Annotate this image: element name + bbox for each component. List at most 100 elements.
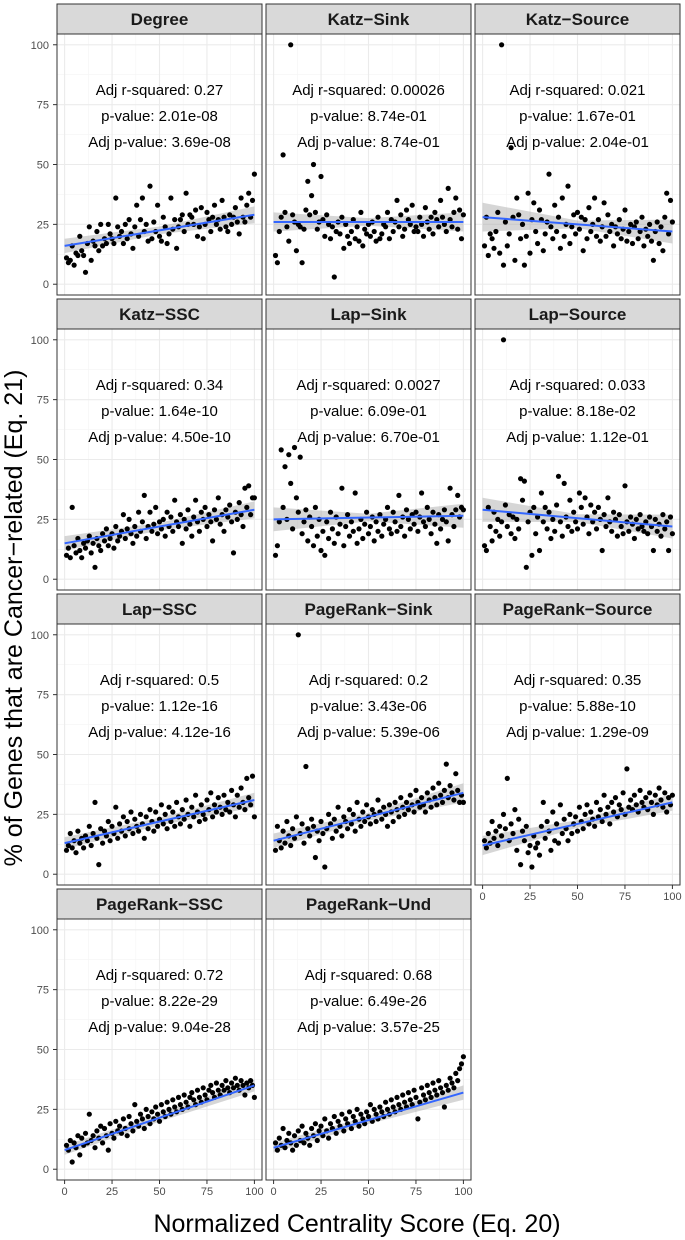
panel-pagerank-und: PageRank−Und Adj r-squared: 0.68 p-value: … bbox=[265, 888, 473, 1198]
data-point bbox=[650, 257, 657, 263]
data-point bbox=[409, 1102, 415, 1108]
data-point bbox=[667, 514, 674, 520]
data-point bbox=[111, 240, 117, 247]
data-point bbox=[88, 550, 94, 556]
data-point bbox=[234, 792, 240, 798]
data-point bbox=[439, 516, 446, 523]
data-point bbox=[379, 1109, 385, 1115]
data-point bbox=[485, 830, 491, 837]
data-point bbox=[149, 1109, 155, 1115]
data-point bbox=[457, 207, 463, 213]
data-point bbox=[508, 821, 514, 827]
y-tick-label: 25 bbox=[37, 1104, 49, 1116]
data-point bbox=[221, 214, 227, 220]
adj-r-squared-katz-source: Adj r-squared: 0.021 bbox=[510, 82, 646, 99]
panel-border-lap-sink bbox=[265, 328, 472, 591]
data-point bbox=[400, 233, 406, 239]
data-point bbox=[126, 516, 132, 523]
data-point bbox=[611, 509, 617, 515]
data-point bbox=[208, 519, 214, 525]
data-point bbox=[601, 511, 607, 518]
data-point bbox=[354, 1106, 360, 1112]
data-point bbox=[518, 862, 524, 868]
data-point bbox=[158, 1102, 164, 1108]
data-point bbox=[417, 804, 423, 810]
y-tick-label: 100 bbox=[31, 925, 49, 937]
data-point bbox=[232, 205, 238, 211]
data-point bbox=[322, 233, 328, 239]
data-point bbox=[628, 797, 634, 803]
data-point bbox=[447, 217, 453, 223]
data-point bbox=[204, 523, 210, 530]
data-point bbox=[122, 833, 128, 839]
data-point bbox=[521, 838, 528, 844]
data-point bbox=[403, 207, 410, 213]
data-point bbox=[377, 236, 383, 242]
data-point bbox=[343, 1116, 349, 1122]
data-point bbox=[538, 490, 545, 496]
fit-line-lap-sink bbox=[273, 514, 464, 521]
data-point bbox=[540, 248, 546, 254]
data-point bbox=[282, 840, 288, 846]
data-point bbox=[662, 790, 668, 796]
data-point bbox=[609, 221, 615, 227]
data-point bbox=[458, 1061, 465, 1067]
y-tick-label: 50 bbox=[37, 750, 49, 762]
data-point bbox=[584, 236, 590, 242]
data-point bbox=[151, 521, 157, 527]
strip-label-pagerank-und: PageRank−Und bbox=[306, 895, 431, 914]
data-point bbox=[487, 523, 493, 530]
data-point bbox=[211, 202, 218, 208]
data-point bbox=[238, 1078, 244, 1084]
fit-line-pagerank-source bbox=[482, 801, 673, 847]
data-point bbox=[554, 821, 560, 827]
data-point bbox=[592, 195, 598, 201]
data-point bbox=[183, 1099, 189, 1105]
x-tick-label: 75 bbox=[619, 891, 631, 903]
strip-label-degree: Degree bbox=[131, 10, 189, 29]
y-tick-label: 75 bbox=[37, 395, 49, 407]
data-point bbox=[386, 802, 392, 808]
data-point bbox=[352, 236, 358, 242]
data-point bbox=[143, 814, 149, 820]
data-point bbox=[402, 533, 408, 539]
data-point bbox=[516, 526, 522, 532]
data-point bbox=[96, 248, 102, 254]
data-point bbox=[508, 145, 514, 151]
data-point bbox=[451, 523, 457, 530]
data-point bbox=[447, 485, 453, 491]
data-point bbox=[63, 1142, 70, 1148]
data-point bbox=[170, 1097, 176, 1103]
data-point bbox=[504, 775, 510, 782]
data-point bbox=[434, 217, 440, 223]
strip-label-katz-ssc: Katz−SSC bbox=[119, 305, 200, 324]
data-point bbox=[341, 1128, 347, 1134]
data-point bbox=[460, 212, 466, 218]
data-point bbox=[185, 507, 191, 513]
data-point bbox=[413, 1094, 419, 1100]
data-point bbox=[582, 495, 588, 501]
adj-p-value-katz-ssc: Adj p-value: 4.50e-10 bbox=[88, 429, 231, 446]
data-point bbox=[571, 509, 577, 515]
data-point bbox=[525, 519, 531, 525]
data-point bbox=[561, 816, 567, 822]
data-point bbox=[565, 523, 571, 530]
x-tick-label: 0 bbox=[480, 891, 486, 903]
data-point bbox=[139, 1116, 145, 1122]
data-point bbox=[215, 495, 221, 501]
data-point bbox=[664, 519, 670, 525]
strip-katz-source bbox=[474, 3, 681, 35]
data-point bbox=[481, 243, 488, 249]
data-point bbox=[381, 521, 387, 527]
x-tick-label: 25 bbox=[524, 891, 536, 903]
data-point bbox=[350, 811, 356, 818]
panel-pagerank-sink: PageRank−Sink Adj r-squared: 0.2 p-value: … bbox=[265, 593, 472, 886]
data-point bbox=[320, 217, 326, 223]
data-point bbox=[527, 842, 533, 849]
data-point bbox=[162, 224, 168, 230]
data-point bbox=[341, 543, 347, 549]
data-point bbox=[415, 228, 421, 235]
data-point bbox=[557, 245, 564, 251]
fit-line-pagerank-ssc bbox=[64, 1084, 255, 1152]
data-point bbox=[554, 228, 560, 235]
